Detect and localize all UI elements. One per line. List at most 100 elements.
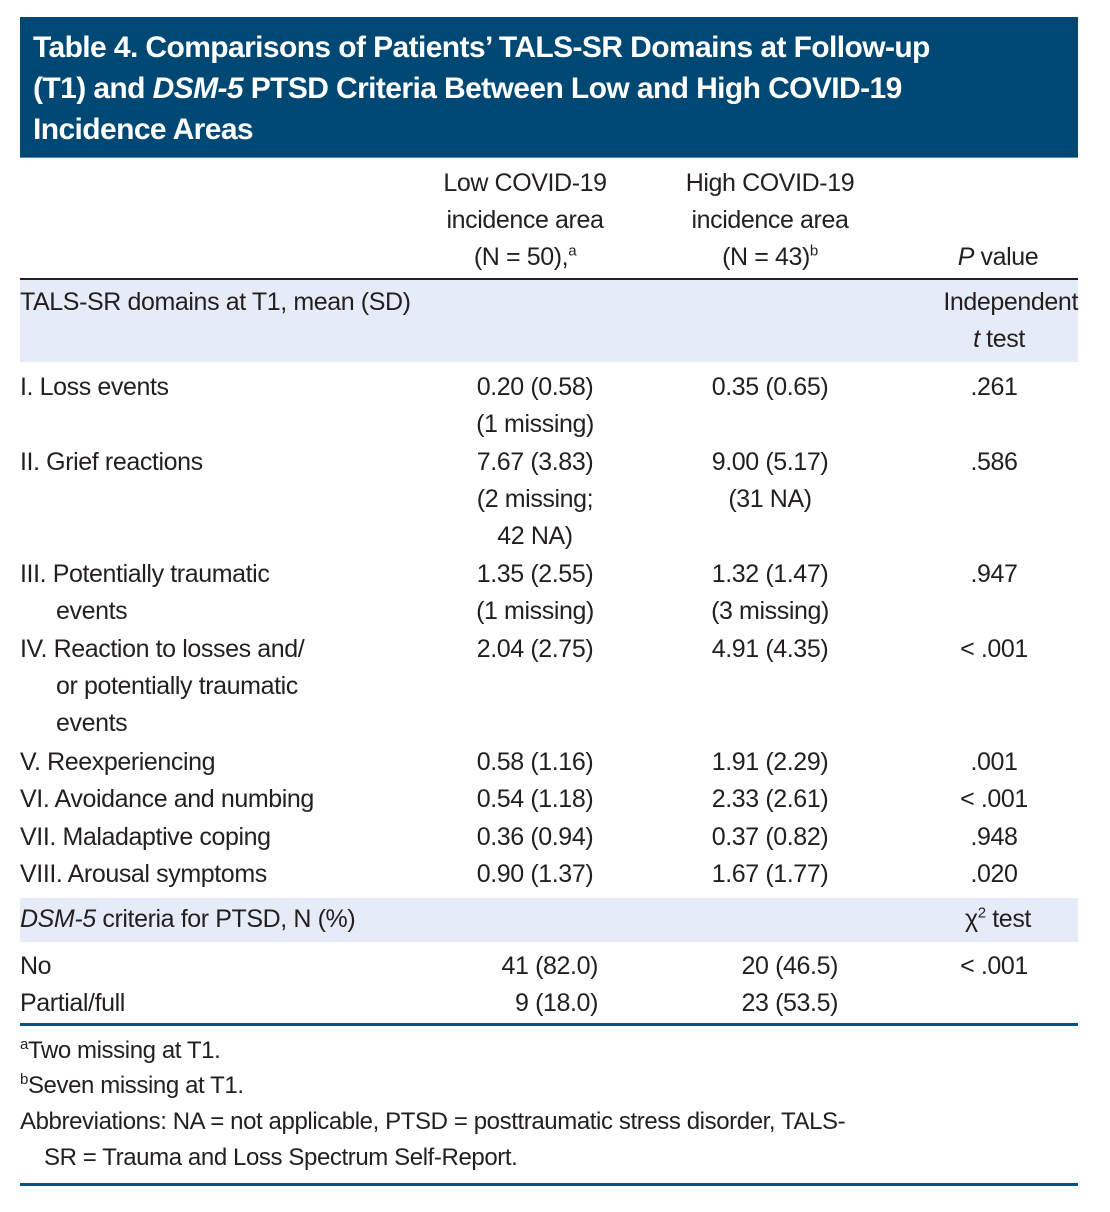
section2-shade: [20, 898, 1078, 942]
p-value: .948: [970, 823, 1018, 851]
low-incidence-value: 9 (18.0): [515, 989, 598, 1017]
row-label: VI. Avoidance and numbing: [20, 781, 314, 818]
header-low-line1: Low COVID-19: [443, 169, 607, 197]
p-value: .261: [970, 373, 1018, 401]
header-low-n: (N = 50),: [473, 243, 569, 271]
footnote-b: bSeven missing at T1.: [20, 1068, 244, 1104]
section1-test-rest: test: [979, 325, 1025, 353]
high-incidence-value: 0.37 (0.82): [655, 819, 885, 856]
header-p-value: P value: [918, 239, 1078, 276]
low-incidence-value: 0.20 (0.58) (1 missing): [420, 369, 650, 443]
row-label: IV. Reaction to losses and/or potentiall…: [20, 631, 305, 742]
low-value-line: 2.04 (2.75): [476, 635, 594, 663]
p-value: .586: [970, 448, 1018, 476]
low-incidence-value: 1.35 (2.55) (1 missing): [420, 556, 650, 630]
high-incidence-value: 20 (46.5): [741, 952, 839, 980]
section1-test: Independent t test: [900, 284, 1078, 358]
p-value: .947: [970, 560, 1018, 588]
header-low-line3: (N = 50),a: [410, 239, 640, 276]
high-value-line: (3 missing): [711, 597, 829, 625]
high-value-line: 0.37 (0.82): [711, 823, 829, 851]
title-line-2-pre: (T1) and: [33, 72, 153, 105]
abbreviations-line1: Abbreviations: NA = not applicable, PTSD…: [20, 1108, 846, 1135]
p-value: .020: [970, 860, 1018, 888]
section1-label: TALS-SR domains at T1, mean (SD): [20, 288, 411, 316]
high-incidence-value: 1.67 (1.77): [655, 856, 885, 893]
p-value: < .001: [960, 952, 1028, 980]
low-value-line: 0.54 (1.18): [476, 785, 594, 813]
table-bottom-rule: [20, 1023, 1078, 1026]
header-p-italic: P: [957, 243, 975, 271]
low-value-line: 0.36 (0.94): [476, 823, 594, 851]
low-value-line: (1 missing): [476, 597, 594, 625]
footnote-marker-b: b: [809, 242, 818, 260]
footnote-a: aTwo missing at T1.: [20, 1033, 221, 1069]
row-label-line: VIII. Arousal symptoms: [20, 860, 267, 888]
footnote-b-marker: b: [20, 1071, 28, 1088]
chi-superscript: 2: [977, 904, 986, 922]
high-incidence-value: 23 (53.5): [741, 989, 839, 1017]
high-incidence-value: 9.00 (5.17) (31 NA): [655, 444, 885, 518]
row-label-line: VII. Maladaptive coping: [20, 823, 271, 851]
footnote-b-text: Seven missing at T1.: [27, 1072, 244, 1099]
high-value-line: 9.00 (5.17): [711, 448, 829, 476]
low-incidence-value: 0.90 (1.37): [420, 856, 650, 893]
title-line-2: (T1) and DSM-5 PTSD Criteria Between Low…: [33, 68, 1073, 109]
row-label: No: [20, 952, 52, 980]
header-high-line2: incidence area: [691, 206, 849, 234]
section2-label: DSM-5 criteria for PTSD, N (%): [20, 901, 356, 938]
row-label-line: I. Loss events: [20, 373, 169, 401]
section2-test: χ2 test: [918, 901, 1078, 938]
p-value: .001: [970, 748, 1018, 776]
header-high-line3: (N = 43)b: [640, 239, 900, 276]
chi-symbol: χ: [965, 905, 978, 933]
low-value-line: 0.90 (1.37): [476, 860, 594, 888]
header-high-n: (N = 43): [722, 243, 810, 271]
table-title: Table 4. Comparisons of Patients’ TALS-S…: [33, 27, 1073, 150]
low-value-line: 7.67 (3.83): [476, 448, 594, 476]
row-label: VII. Maladaptive coping: [20, 819, 271, 856]
footnote-a-marker: a: [20, 1036, 28, 1053]
table-title-band: Table 4. Comparisons of Patients’ TALS-S…: [20, 17, 1078, 158]
low-value-line: 0.58 (1.16): [476, 748, 594, 776]
header-high-incidence: High COVID-19 incidence area (N = 43)b: [640, 165, 900, 276]
header-p-rest: value: [973, 243, 1039, 271]
section1-test-italic: t: [973, 325, 980, 353]
section1-test-line2: t test: [900, 321, 1078, 358]
row-label: Partial/full: [20, 989, 125, 1017]
section1-shade: [20, 280, 1078, 362]
title-line-2-post: PTSD Criteria Between Low and High COVID…: [242, 72, 903, 105]
low-incidence-value: 0.36 (0.94): [420, 819, 650, 856]
high-incidence-value: 2.33 (2.61): [655, 781, 885, 818]
low-incidence-value: 7.67 (3.83) (2 missing; 42 NA): [420, 444, 650, 555]
row-label-line: events: [56, 709, 128, 737]
row-label-line: II. Grief reactions: [20, 448, 203, 476]
p-value: < .001: [960, 785, 1028, 813]
high-value-line: 2.33 (2.61): [711, 785, 829, 813]
high-value-line: 0.35 (0.65): [711, 373, 829, 401]
low-incidence-value: 0.58 (1.16): [420, 744, 650, 781]
row-label-line: or potentially traumatic: [56, 672, 298, 700]
row-label: VIII. Arousal symptoms: [20, 856, 267, 893]
row-label-line: events: [56, 597, 128, 625]
row-label: V. Reexperiencing: [20, 744, 216, 781]
row-label-line: VI. Avoidance and numbing: [20, 785, 314, 813]
high-value-line: 1.32 (1.47): [711, 560, 829, 588]
footnote-marker-a: a: [568, 242, 577, 260]
footnote-a-text: Two missing at T1.: [27, 1037, 221, 1064]
high-incidence-value: 0.35 (0.65): [655, 369, 885, 406]
section2-test-rest: test: [985, 905, 1031, 933]
section2-label-rest: criteria for PTSD, N (%): [95, 905, 356, 933]
section2-label-italic: DSM-5: [20, 905, 96, 933]
low-value-line: (1 missing): [476, 410, 594, 438]
header-high-line1: High COVID-19: [685, 169, 855, 197]
low-incidence-value: 0.54 (1.18): [420, 781, 650, 818]
low-incidence-value: 2.04 (2.75): [420, 631, 650, 668]
high-incidence-value: 4.91 (4.35): [655, 631, 885, 668]
low-value-line: 0.20 (0.58): [476, 373, 594, 401]
row-label-line: III. Potentially traumatic: [20, 560, 270, 588]
title-line-3: Incidence Areas: [33, 113, 254, 146]
row-label-line: V. Reexperiencing: [20, 748, 216, 776]
row-label-line: IV. Reaction to losses and/: [20, 635, 305, 663]
high-incidence-value: 1.32 (1.47) (3 missing): [655, 556, 885, 630]
